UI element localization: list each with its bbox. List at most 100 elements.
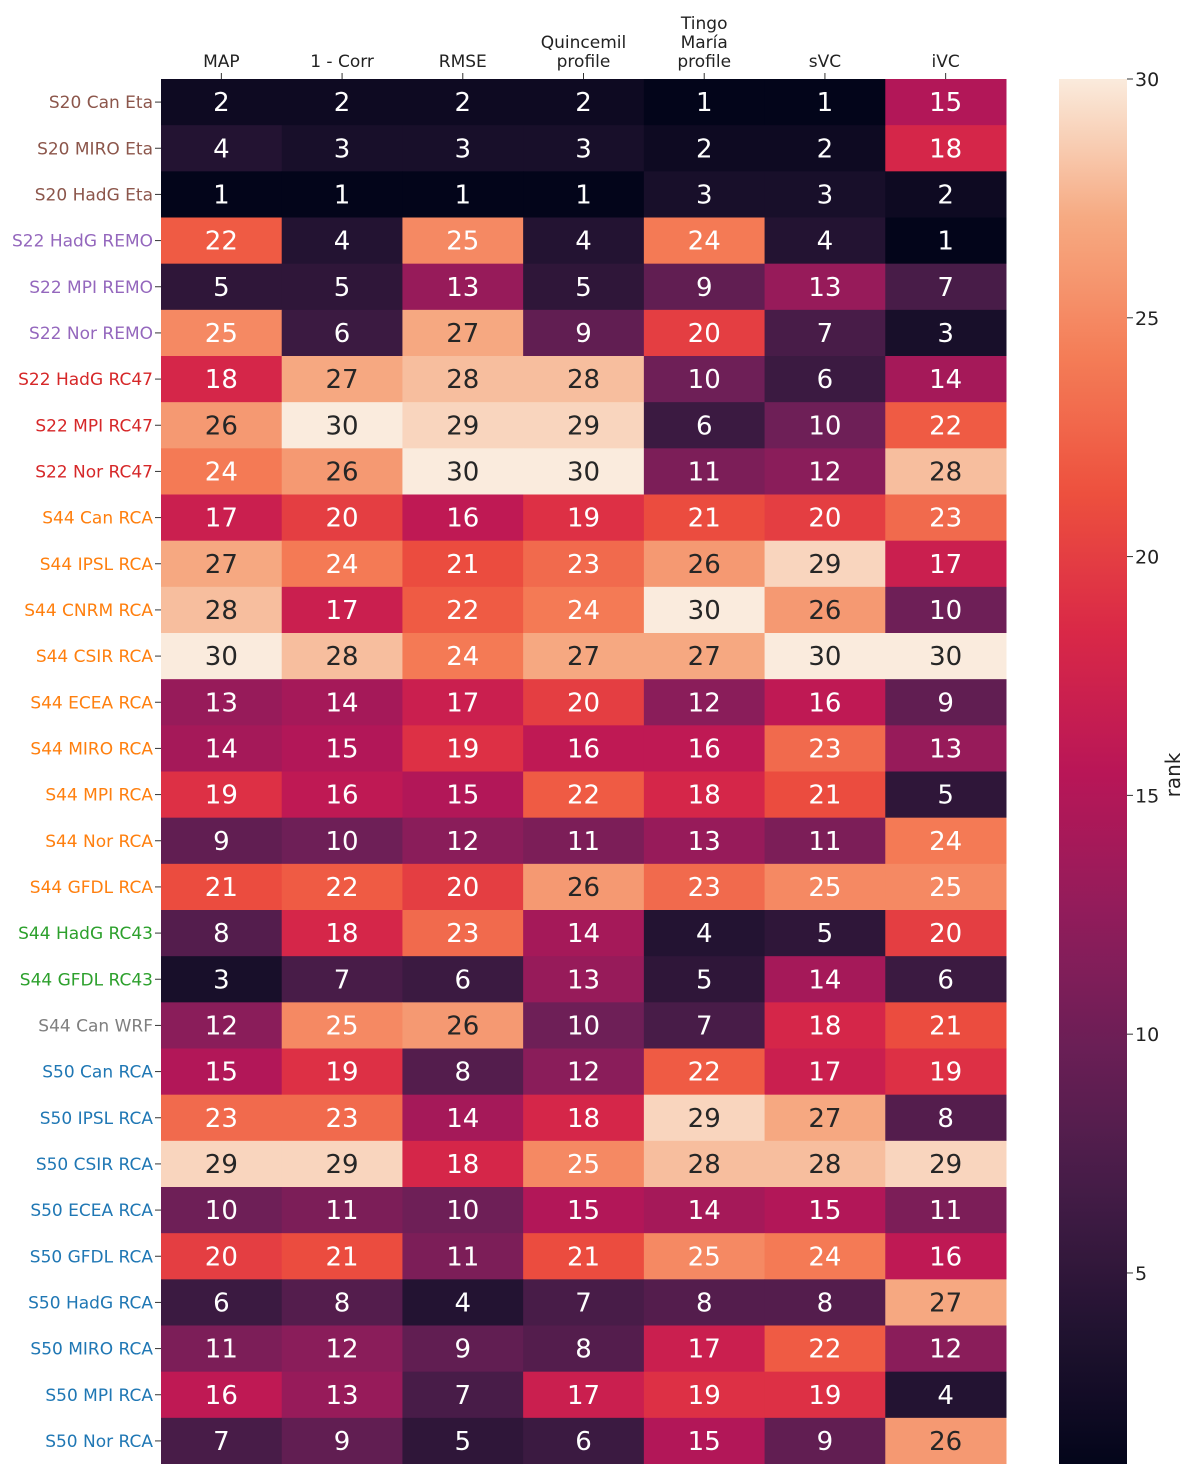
- heatmap-cell: [523, 217, 645, 265]
- cell-label: 13: [808, 273, 841, 303]
- cell-label: 18: [688, 781, 721, 811]
- heatmap-cell: [643, 356, 766, 403]
- cell-label: 29: [929, 1150, 962, 1180]
- heatmap-cell: [885, 1371, 1007, 1419]
- heatmap-cell: [402, 910, 524, 957]
- heatmap-cell: [281, 494, 403, 542]
- cell-label: 23: [205, 1104, 238, 1134]
- heatmap-cell: [764, 956, 886, 1003]
- cell-label: 21: [326, 1242, 359, 1272]
- heatmap-cell: [764, 1279, 886, 1326]
- heatmap-cell: [161, 125, 283, 172]
- heatmap-cell: [161, 1187, 283, 1234]
- heatmap-cell: [523, 910, 645, 957]
- heatmap-cell: [161, 1279, 283, 1326]
- cell-label: 8: [575, 1335, 592, 1365]
- cell-label: 12: [205, 1011, 238, 1041]
- heatmap-cell: [764, 1371, 886, 1419]
- cell-label: 26: [205, 411, 238, 441]
- heatmap-cell: [764, 679, 886, 726]
- cell-label: 20: [446, 873, 479, 903]
- cell-label: 10: [688, 365, 721, 395]
- cell-label: 4: [575, 227, 592, 257]
- cell-label: 17: [688, 1335, 721, 1365]
- heatmap-cell: [402, 217, 524, 265]
- cell-label: 5: [937, 781, 954, 811]
- heatmap-cell: [161, 910, 283, 957]
- cell-label: 8: [817, 1288, 834, 1318]
- cell-label: 20: [205, 1242, 238, 1272]
- cell-label: 13: [205, 688, 238, 718]
- heatmap-cell: [885, 1187, 1007, 1234]
- column-label: 1 - Corr: [310, 52, 374, 72]
- cell-label: 19: [688, 1381, 721, 1411]
- cell-label: 28: [567, 365, 600, 395]
- cell-label: 11: [808, 827, 841, 857]
- cell-label: 6: [575, 1427, 592, 1457]
- cell-label: 18: [205, 365, 238, 395]
- cell-label: 6: [455, 965, 472, 995]
- cell-label: 21: [446, 550, 479, 580]
- heatmap-cell: [764, 1325, 886, 1373]
- cell-label: 26: [326, 457, 359, 487]
- heatmap-cell: [643, 725, 766, 772]
- heatmap-cell: [281, 1371, 403, 1419]
- cell-label: 16: [326, 781, 359, 811]
- cell-label: 25: [688, 1242, 721, 1272]
- cell-label: 7: [696, 1011, 713, 1041]
- cell-label: 15: [205, 1058, 238, 1088]
- cell-label: 3: [575, 134, 592, 164]
- cell-label: 17: [567, 1381, 600, 1411]
- row-label: S44 ECEA RCA: [30, 693, 153, 713]
- heatmap-cell: [281, 1002, 403, 1049]
- cell-label: 2: [937, 180, 954, 210]
- cell-label: 24: [929, 827, 962, 857]
- cell-label: 23: [567, 550, 600, 580]
- heatmap-cell: [643, 1140, 766, 1188]
- heatmap-cell: [764, 217, 886, 265]
- heatmap-cell: [402, 679, 524, 726]
- heatmap-cell: [764, 1002, 886, 1049]
- cell-label: 13: [929, 734, 962, 764]
- heatmap-cell: [402, 633, 524, 680]
- cell-label: 27: [446, 319, 479, 349]
- cell-label: 4: [455, 1288, 472, 1318]
- heatmap-cell: [402, 725, 524, 772]
- heatmap-cell: [764, 494, 886, 542]
- cell-label: 21: [205, 873, 238, 903]
- heatmap-cell: [281, 633, 403, 680]
- heatmap-cell: [643, 540, 766, 588]
- cell-label: 18: [446, 1150, 479, 1180]
- cell-label: 20: [929, 919, 962, 949]
- heatmap-cell: [764, 1187, 886, 1234]
- heatmap-cell: [885, 817, 1007, 865]
- cell-label: 1: [575, 180, 592, 210]
- heatmap-cell: [643, 863, 766, 911]
- heatmap-cell: [885, 633, 1007, 680]
- cell-label: 17: [446, 688, 479, 718]
- cell-label: 8: [937, 1104, 954, 1134]
- heatmap-cell: [523, 817, 645, 865]
- cell-label: 27: [567, 642, 600, 672]
- heatmap-cell: [523, 633, 645, 680]
- heatmap-cell: [764, 1048, 886, 1096]
- cell-label: 15: [688, 1427, 721, 1457]
- row-label: S50 Can RCA: [42, 1063, 153, 1083]
- heatmap-cell: [885, 1140, 1007, 1188]
- cell-label: 26: [446, 1011, 479, 1041]
- column-label: MAP: [203, 52, 240, 72]
- row-label: S44 GFDL RCA: [30, 878, 154, 898]
- cell-label: 10: [205, 1196, 238, 1226]
- heatmap-cell: [281, 309, 403, 357]
- heatmap-cell: [643, 1417, 766, 1464]
- heatmap-cell: [643, 910, 766, 957]
- heatmap-cell: [281, 771, 403, 819]
- cell-label: 3: [696, 180, 713, 210]
- heatmap-cell: [161, 356, 283, 403]
- heatmap-cell: [523, 1094, 645, 1142]
- heatmap-cell: [161, 402, 283, 449]
- cell-label: 5: [455, 1427, 472, 1457]
- cell-label: 9: [334, 1427, 351, 1457]
- cell-label: 17: [929, 550, 962, 580]
- heatmap-cell: [523, 586, 645, 634]
